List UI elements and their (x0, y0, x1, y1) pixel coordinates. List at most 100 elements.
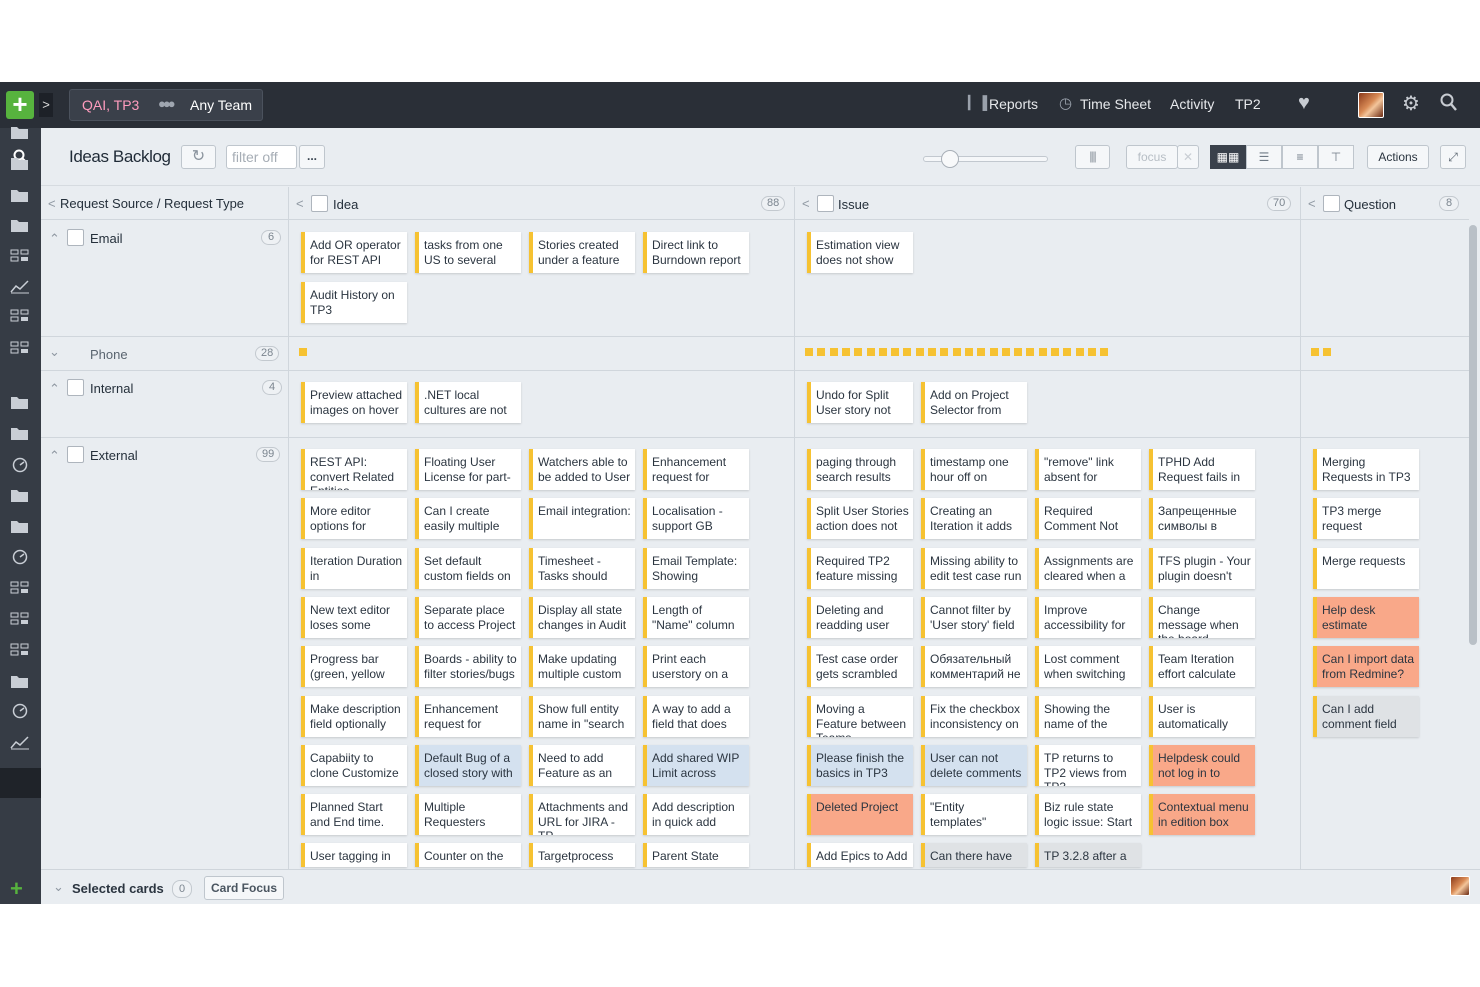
board-icon[interactable] (10, 642, 30, 658)
expand-icon[interactable]: ⤢ (1440, 145, 1466, 169)
card-external-question[interactable]: TP3 merge request (1313, 498, 1419, 539)
column-checkbox-issue[interactable] (817, 195, 834, 212)
card-external-issue[interactable]: Please finish the basics in TP3 (807, 745, 913, 786)
card-external-question[interactable]: Can I import data from Redmine? (1313, 646, 1419, 687)
card-external-idea[interactable]: Targetprocess (529, 843, 635, 867)
card-email-idea[interactable]: tasks from one US to several (415, 232, 521, 273)
nav-reports[interactable]: Reports (989, 96, 1039, 112)
card-external-issue[interactable]: Creating an Iteration it adds (921, 498, 1027, 539)
user-avatar[interactable] (1358, 92, 1384, 118)
card-external-idea[interactable]: Add shared WIP Limit across (643, 745, 749, 786)
chevron-up-icon[interactable]: ⌃ (49, 448, 60, 463)
card-external-issue[interactable]: Deleting and readding user (807, 597, 913, 638)
card-external-idea[interactable]: Separate place to access Project (415, 597, 521, 638)
chevron-down-icon[interactable]: ⌄ (53, 879, 64, 894)
card-external-issue[interactable]: Lost comment when switching (1035, 646, 1141, 687)
chevron-right-icon[interactable]: > (39, 93, 53, 117)
card-external-idea[interactable]: Default Bug of a closed story with (415, 745, 521, 786)
card-external-idea[interactable]: New text editor loses some (301, 597, 407, 638)
card-external-idea[interactable]: Localisation - support GB (643, 498, 749, 539)
card-external-idea[interactable]: Floating User License for part- (415, 449, 521, 490)
card-external-idea[interactable]: Add description in quick add (643, 794, 749, 835)
card-external-idea[interactable]: Parent State (643, 843, 749, 867)
list-view-icon[interactable]: ☰ (1246, 145, 1282, 169)
focus-button[interactable]: focus (1126, 145, 1178, 169)
card-internal-issue[interactable]: Add on Project Selector from (921, 382, 1027, 423)
card-external-issue[interactable]: Запрещенные символы в (1149, 498, 1255, 539)
card-external-issue[interactable]: timestamp one hour off on (921, 449, 1027, 490)
card-external-issue[interactable]: TP returns to TP2 views from TP3 (1035, 745, 1141, 786)
card-internal-idea[interactable]: Preview attached images on hover (301, 382, 407, 423)
card-external-issue[interactable]: Обязательный комментарий не (921, 646, 1027, 687)
card-email-idea[interactable]: Add OR operator for REST API (301, 232, 407, 273)
folder-icon[interactable] (10, 487, 30, 503)
card-external-idea[interactable]: Can I create easily multiple (415, 498, 521, 539)
card-external-issue[interactable]: Assignments are cleared when a (1035, 548, 1141, 589)
card-external-idea[interactable]: Display all state changes in Audit (529, 597, 635, 638)
card-external-issue[interactable]: Showing the name of the (1035, 696, 1141, 737)
card-external-idea[interactable]: Show full entity name in "search (529, 696, 635, 737)
card-external-issue[interactable]: Required Comment Not (1035, 498, 1141, 539)
card-external-issue[interactable]: Test case order gets scrambled (807, 646, 913, 687)
card-external-idea[interactable]: Length of "Name" column (643, 597, 749, 638)
card-external-issue[interactable]: Fix the checkbox inconsistency on (921, 696, 1027, 737)
board-icon[interactable] (10, 248, 30, 264)
card-external-issue[interactable]: Moving a Feature between Teams (807, 696, 913, 737)
nav-tp2[interactable]: TP2 (1235, 96, 1261, 112)
card-external-idea[interactable]: A way to add a field that does (643, 696, 749, 737)
chevron-up-icon[interactable]: ⌃ (49, 381, 60, 396)
card-external-idea[interactable]: REST API: convert Related Entities (301, 449, 407, 490)
gauge-icon[interactable] (10, 457, 30, 473)
chevron-left-icon[interactable]: < (296, 196, 304, 211)
card-external-issue[interactable]: Change message when the board (1149, 597, 1255, 638)
folder-icon[interactable] (10, 425, 30, 441)
card-external-idea[interactable]: More editor options for (301, 498, 407, 539)
board-icon[interactable] (10, 580, 30, 596)
card-external-question[interactable]: Can I add comment field (1313, 696, 1419, 737)
folder-icon[interactable] (10, 217, 30, 233)
board-icon[interactable] (10, 308, 30, 324)
card-external-issue[interactable]: Contextual menu in edition box (1149, 794, 1255, 835)
card-external-idea[interactable]: Capabiity to clone Customize (301, 745, 407, 786)
card-external-idea[interactable]: Timesheet - Tasks should (529, 548, 635, 589)
detail-view-icon[interactable]: ≡ (1282, 145, 1318, 169)
card-focus-button[interactable]: Card Focus (204, 876, 284, 900)
card-external-idea[interactable]: Attachments and URL for JIRA - TP (529, 794, 635, 835)
card-external-issue[interactable]: TPHD Add Request fails in (1149, 449, 1255, 490)
card-external-idea[interactable]: Make description field optionally (301, 696, 407, 737)
card-external-issue[interactable]: Biz rule state logic issue: Start (1035, 794, 1141, 835)
chevron-up-icon[interactable]: ⌃ (49, 231, 60, 246)
board-view-icon[interactable]: ▦▦ (1210, 145, 1246, 169)
card-external-idea[interactable]: Enhancement request for (415, 696, 521, 737)
card-internal-idea[interactable]: .NET local cultures are not (415, 382, 521, 423)
folder-icon[interactable] (10, 394, 30, 410)
chevron-down-icon[interactable]: ⌄ (49, 344, 60, 359)
add-plus-icon[interactable]: + (6, 91, 34, 119)
folder-icon[interactable] (10, 673, 30, 689)
card-external-idea[interactable]: Counter on the (415, 843, 521, 867)
zoom-slider[interactable] (923, 156, 1048, 162)
refresh-icon[interactable]: ↻ (181, 145, 216, 169)
folder-icon[interactable] (10, 124, 30, 140)
card-external-issue[interactable]: Deleted Project (807, 794, 913, 835)
card-external-idea[interactable]: Progress bar (green, yellow (301, 646, 407, 687)
card-external-issue[interactable]: TFS plugin - Your plugin doesn't (1149, 548, 1255, 589)
chevron-left-icon[interactable]: < (48, 196, 56, 211)
card-external-idea[interactable]: Watchers able to be added to User (529, 449, 635, 490)
card-external-issue[interactable]: Split User Stories action does not (807, 498, 913, 539)
card-external-idea[interactable]: Planned Start and End time. (301, 794, 407, 835)
actions-button[interactable]: Actions (1367, 145, 1429, 169)
card-email-issue[interactable]: Estimation view does not show (807, 232, 913, 273)
more-button[interactable]: ... (299, 145, 325, 169)
lane-checkbox-internal[interactable] (67, 379, 84, 396)
heart-icon[interactable]: ♥ (1298, 92, 1310, 114)
card-email-idea[interactable]: Stories created under a feature (529, 232, 635, 273)
card-external-idea[interactable]: Set default custom fields on (415, 548, 521, 589)
card-external-issue[interactable]: User can not delete comments (921, 745, 1027, 786)
card-external-issue[interactable]: Add Epics to Add (807, 843, 913, 867)
nav-time-sheet[interactable]: Time Sheet (1080, 96, 1152, 112)
card-external-idea[interactable]: Multiple Requesters (415, 794, 521, 835)
card-external-idea[interactable]: Iteration Duration in (301, 548, 407, 589)
card-external-idea[interactable]: Need to add Feature as an (529, 745, 635, 786)
context-selector[interactable]: QAI, TP3 ●●● Any Team (69, 89, 263, 121)
